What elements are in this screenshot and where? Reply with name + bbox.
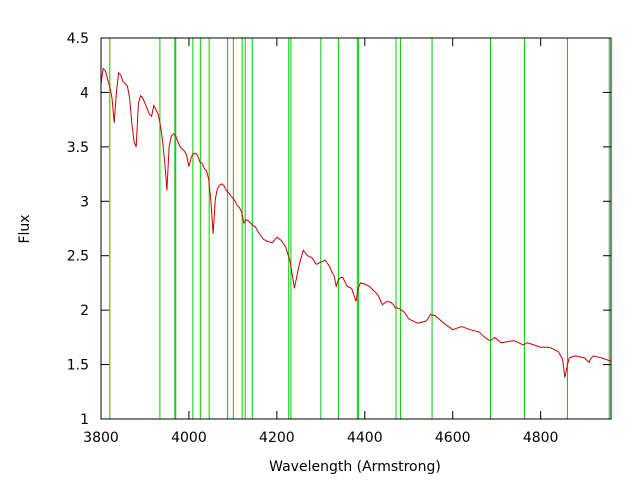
y-axis-label: Flux [17, 214, 33, 243]
y-tick-labels: 1 1.5 2 2.5 3 3.5 4 4.5 [67, 31, 89, 428]
x-axis-label: Wavelength (Armstrong) [269, 459, 441, 475]
x-tick-label-5: 4800 [523, 430, 559, 446]
axis-ticks [100, 37, 611, 420]
x-tick-labels: 3800 4000 4200 4400 4600 4800 [83, 430, 558, 446]
plot-frame [100, 37, 612, 420]
x-tick-label-3: 4400 [347, 430, 383, 446]
y-tick-label-2: 2 [80, 303, 89, 319]
y-tick-label-0: 1 [80, 412, 89, 428]
y-tick-label-1: 1.5 [67, 358, 89, 374]
y-tick-label-5: 3.5 [67, 140, 89, 156]
y-tick-label-6: 4 [80, 85, 89, 101]
x-tick-label-1: 4000 [171, 430, 207, 446]
series-layer [100, 67, 612, 378]
reference-lines [109, 38, 610, 419]
x-tick-label-4: 4600 [435, 430, 471, 446]
y-tick-label-4: 3 [80, 194, 89, 210]
x-tick-label-0: 3800 [83, 430, 119, 446]
x-tick-label-2: 4200 [259, 430, 295, 446]
spectrum-line-0 [100, 67, 612, 378]
y-tick-label-3: 2.5 [67, 249, 89, 265]
y-tick-label-7: 4.5 [67, 31, 89, 47]
